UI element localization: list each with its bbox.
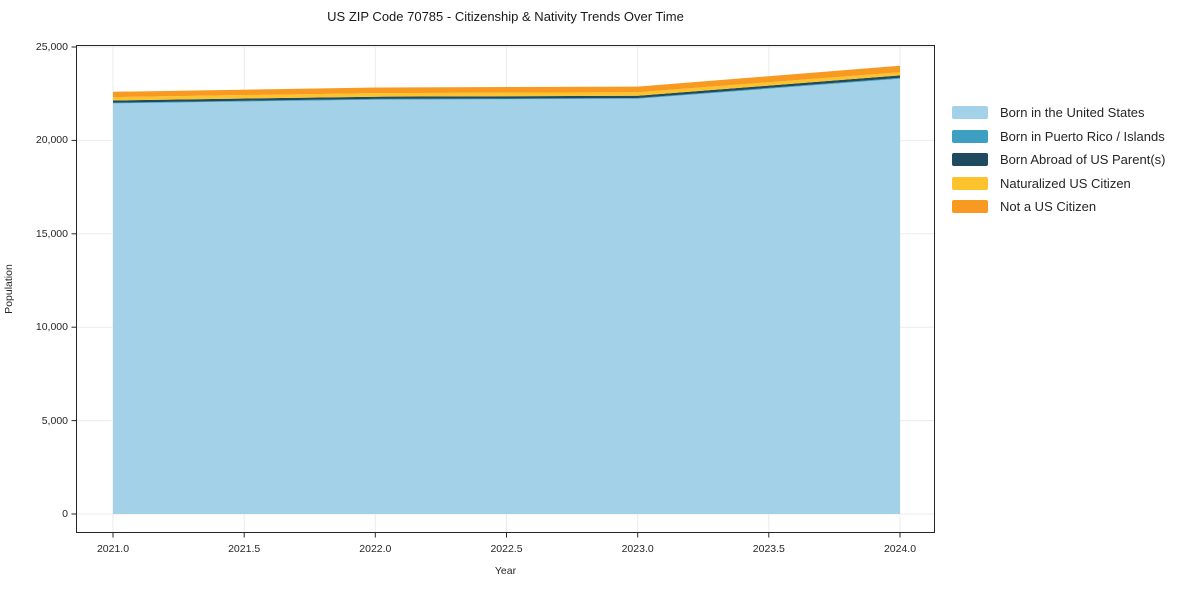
plot-border bbox=[76, 45, 935, 533]
legend-label: Born in Puerto Rico / Islands bbox=[1000, 128, 1165, 144]
x-tick-label: 2023.5 bbox=[752, 543, 785, 555]
y-tick-label: 25,000 bbox=[35, 41, 68, 53]
stacked-area-chart bbox=[71, 45, 935, 538]
x-tick-label: 2021.0 bbox=[96, 543, 130, 555]
legend-item: Born in Puerto Rico / Islands bbox=[952, 125, 1165, 149]
y-tick-label: 15,000 bbox=[35, 227, 68, 240]
area-series-1 bbox=[113, 77, 900, 104]
legend-swatch bbox=[952, 106, 988, 120]
legend-item: Born Abroad of US Parent(s) bbox=[952, 148, 1165, 172]
legend: Born in the United States Born in Puerto … bbox=[952, 101, 1165, 219]
legend-label: Naturalized US Citizen bbox=[1000, 175, 1131, 191]
legend-swatch bbox=[952, 176, 988, 190]
legend-label: Born in the United States bbox=[1000, 105, 1145, 121]
chart-title: US ZIP Code 70785 - Citizenship & Nativi… bbox=[327, 9, 684, 24]
y-tick-label: 10,000 bbox=[35, 321, 68, 334]
legend-swatch bbox=[952, 129, 988, 143]
y-axis-label: Population bbox=[3, 264, 15, 314]
y-tick-label: 20,000 bbox=[35, 134, 68, 147]
y-tick-label: 0 bbox=[62, 508, 68, 520]
legend-item: Not a US Citizen bbox=[952, 195, 1165, 219]
area-series-3 bbox=[113, 72, 900, 101]
legend-item: Naturalized US Citizen bbox=[952, 172, 1165, 196]
legend-swatch bbox=[952, 153, 988, 167]
legend-swatch bbox=[952, 200, 988, 214]
area-series-2 bbox=[113, 75, 900, 103]
x-tick-label: 2024.0 bbox=[883, 543, 917, 555]
x-tick-label: 2022.0 bbox=[359, 543, 392, 555]
x-tick-label: 2023.0 bbox=[621, 543, 654, 555]
area-series-0 bbox=[113, 78, 900, 515]
x-tick-label: 2021.5 bbox=[228, 543, 261, 555]
area-series-4 bbox=[113, 65, 900, 98]
y-tick-label: 5,000 bbox=[41, 414, 68, 427]
x-axis-label: Year bbox=[494, 565, 517, 577]
legend-item: Born in the United States bbox=[952, 101, 1165, 125]
legend-label: Not a US Citizen bbox=[1000, 199, 1097, 215]
x-tick-label: 2022.5 bbox=[490, 543, 523, 555]
legend-label: Born Abroad of US Parent(s) bbox=[1000, 152, 1166, 168]
